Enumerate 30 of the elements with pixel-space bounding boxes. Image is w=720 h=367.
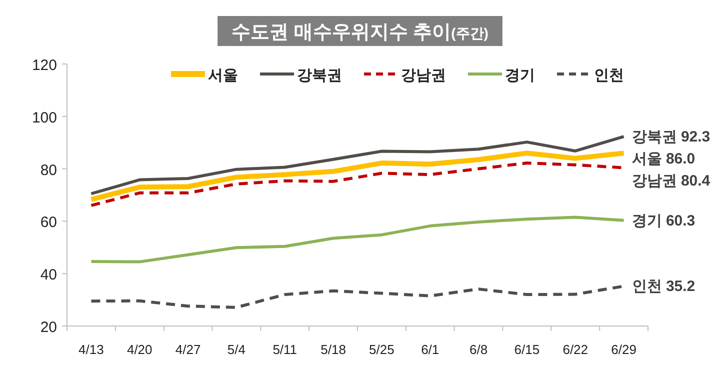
x-tick-label: 6/15 xyxy=(514,342,540,357)
y-tick-label: 120 xyxy=(32,57,57,74)
x-tick-label: 5/11 xyxy=(272,342,298,357)
y-tick-label: 20 xyxy=(40,319,57,336)
y-tick-label: 40 xyxy=(40,266,57,284)
x-tick-label: 6/1 xyxy=(421,342,440,357)
x-tick-label: 4/20 xyxy=(126,342,152,357)
x-tick-label: 4/27 xyxy=(175,342,201,357)
x-tick-label: 6/8 xyxy=(470,342,488,357)
annotation: 경기 60.3 xyxy=(632,212,696,230)
title: 수도권 매수우위지수 추이(주간) xyxy=(218,16,502,46)
x-tick-label: 6/22 xyxy=(562,342,588,357)
annotation: 서울 86.0 xyxy=(632,150,696,168)
y-tick-label: 100 xyxy=(32,109,57,126)
x-tick-label: 4/13 xyxy=(78,342,104,357)
legend-label: 서울 xyxy=(208,67,238,84)
annotation: 강남권 80.4 xyxy=(632,172,711,190)
y-tick-label: 80 xyxy=(40,162,57,179)
annotation: 강북권 92.3 xyxy=(632,128,710,146)
legend-label: 경기 xyxy=(505,67,535,84)
x-tick-label: 6/29 xyxy=(611,342,636,357)
x-tick-label: 5/18 xyxy=(320,342,346,357)
legend-label: 강북권 xyxy=(297,67,342,84)
legend-label: 강남권 xyxy=(401,67,446,84)
x-tick-label: 5/25 xyxy=(369,342,394,357)
chart-title: 수도권 매수우위지수 추이(주간) xyxy=(232,22,488,43)
legend-label: 인천 xyxy=(594,67,624,84)
y-tick-label: 60 xyxy=(40,214,57,232)
annotation: 인천 35.2 xyxy=(632,278,696,296)
x-tick-label: 5/4 xyxy=(227,342,246,357)
